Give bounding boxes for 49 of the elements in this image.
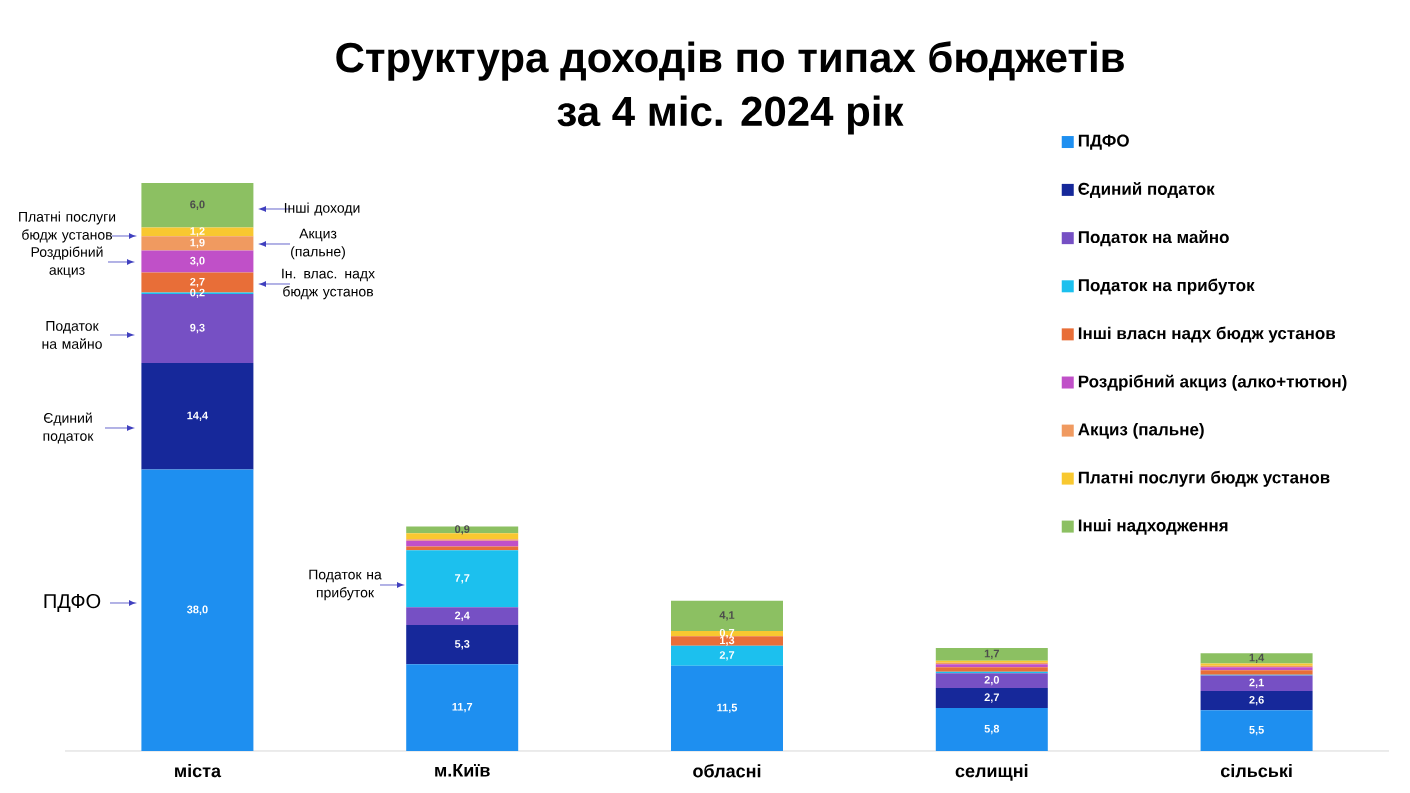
data-label: 11,7 — [452, 703, 473, 713]
annotation: Акциз (пальне) — [291, 228, 345, 260]
data-label: 5,3 — [454, 640, 470, 650]
x-tick-label: м.Київ — [435, 764, 490, 777]
legend-label: Податок на прибуток — [1078, 278, 1255, 295]
data-label: 0,9 — [455, 525, 470, 535]
data-label: 14,4 — [187, 411, 209, 421]
data-label: 6,0 — [190, 200, 205, 210]
data-label: 2,1 — [1249, 678, 1264, 688]
data-label: 2,6 — [1249, 695, 1264, 706]
data-label: 2,0 — [984, 675, 999, 686]
annotation: Податок на майно — [42, 321, 102, 349]
data-label: 2,7 — [190, 277, 205, 288]
data-label: 5,5 — [1249, 725, 1264, 736]
data-label: 7,7 — [455, 574, 470, 584]
legend-label: Інші власн надх бюдж установ — [1078, 326, 1336, 343]
x-tick-label: міста — [175, 764, 222, 778]
data-label: 1,7 — [984, 649, 999, 659]
data-label: 1,9 — [190, 238, 205, 249]
data-label: 9,3 — [190, 323, 205, 334]
legend-label: Інші надходження — [1078, 518, 1228, 535]
data-label: 2,4 — [454, 611, 470, 621]
legend-label: Єдиний податок — [1078, 182, 1215, 199]
annotation: Єдиний податок — [43, 412, 94, 444]
x-tick-label: селищні — [955, 764, 1028, 781]
data-label: 2,7 — [719, 651, 735, 661]
annotation: Ін. влас. надх бюдж установ — [282, 268, 375, 300]
data-label: 4,1 — [719, 611, 735, 621]
annotation: Інші доходи — [284, 202, 360, 216]
data-label: 38,0 — [186, 605, 208, 615]
legend-label: Роздрібний акциз (алко+тютюн) — [1078, 374, 1347, 391]
data-label: 2,7 — [984, 693, 999, 703]
annotation: Роздрібний акциз — [31, 246, 103, 278]
annotation: ПДФО — [44, 594, 101, 612]
chart-title: Структура доходів по типах бюджетів — [336, 41, 1124, 81]
data-label: 3,0 — [190, 256, 205, 267]
data-label: 1,2 — [190, 227, 205, 237]
data-label: 1,4 — [1249, 653, 1265, 664]
x-tick-label: обласні — [693, 764, 761, 778]
legend-label: Платні послуги бюдж установ — [1078, 470, 1330, 487]
annotation: Податок на прибуток — [309, 569, 382, 601]
annotation: Платні послуги бюдж установ — [19, 211, 116, 243]
data-label: 5,8 — [984, 724, 1000, 735]
data-label: 11,5 — [717, 703, 738, 714]
legend-label: ПДФО — [1078, 134, 1129, 150]
chart-subtitle: за 4 міс. 2024 рік — [557, 95, 904, 135]
x-tick-label: сільські — [1220, 764, 1292, 778]
legend-label: Акциз (пальне) — [1078, 422, 1204, 439]
legend-label: Податок на майно — [1078, 230, 1229, 247]
